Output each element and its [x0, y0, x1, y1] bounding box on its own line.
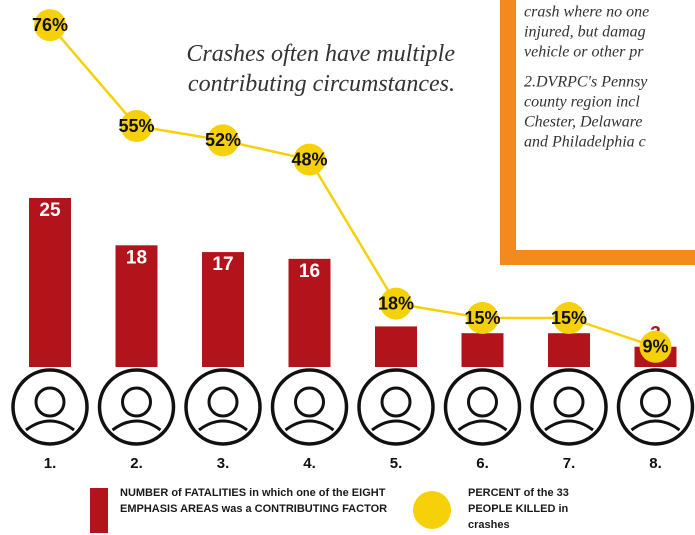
- note-line: crash where no one: [524, 4, 649, 21]
- x-tick-label: 3.: [217, 455, 230, 472]
- point-label: 18%: [378, 293, 414, 313]
- note-line: county region incl: [524, 94, 640, 111]
- icon: [619, 370, 693, 444]
- note-line: Chester, Delaware: [524, 114, 643, 131]
- point-label: 76%: [32, 15, 68, 35]
- icon: [13, 370, 87, 444]
- x-tick-label: 5.: [390, 455, 403, 472]
- icon: [100, 370, 174, 444]
- point-label: 9%: [642, 337, 668, 357]
- bar: [375, 326, 417, 367]
- icon: [186, 370, 260, 444]
- point-label: 48%: [291, 149, 327, 169]
- note-line: and Philadelphia c: [524, 134, 646, 151]
- legend-label: NUMBER of FATALITIES in which one of the…: [120, 485, 390, 517]
- x-tick-label: 4.: [303, 455, 316, 472]
- x-tick-label: 8.: [649, 455, 662, 472]
- point-label: 52%: [205, 130, 241, 150]
- note-line: 2.DVRPC's Pennsy: [524, 74, 648, 91]
- x-tick-label: 7.: [563, 455, 576, 472]
- bar: [29, 198, 71, 367]
- bar-value-label: 16: [299, 261, 320, 282]
- note-line: injured, but damag: [524, 24, 646, 41]
- bar-value-label: 25: [39, 200, 61, 221]
- bar-value-label: 18: [126, 247, 147, 268]
- icon: [359, 370, 433, 444]
- point-label: 15%: [464, 308, 500, 328]
- bar-value-label: 17: [212, 254, 233, 275]
- chart: Crashes often have multiplecontributing …: [0, 0, 695, 535]
- bar: [462, 333, 504, 367]
- point-label: 55%: [118, 116, 154, 136]
- icon: [273, 370, 347, 444]
- icon: [446, 370, 520, 444]
- bar: [548, 333, 590, 367]
- legend-swatch: [413, 491, 451, 529]
- x-tick-label: 2.: [130, 455, 143, 472]
- icon: [532, 370, 606, 444]
- legend-label: PERCENT of the 33 PEOPLE KILLED in crash…: [468, 485, 588, 533]
- page: Crashes often have multiplecontributing …: [0, 0, 695, 535]
- x-tick-label: 6.: [476, 455, 489, 472]
- note-line: vehicle or other pr: [524, 44, 644, 61]
- legend-swatch: [90, 488, 108, 533]
- x-tick-label: 1.: [44, 455, 57, 472]
- point-label: 15%: [551, 308, 587, 328]
